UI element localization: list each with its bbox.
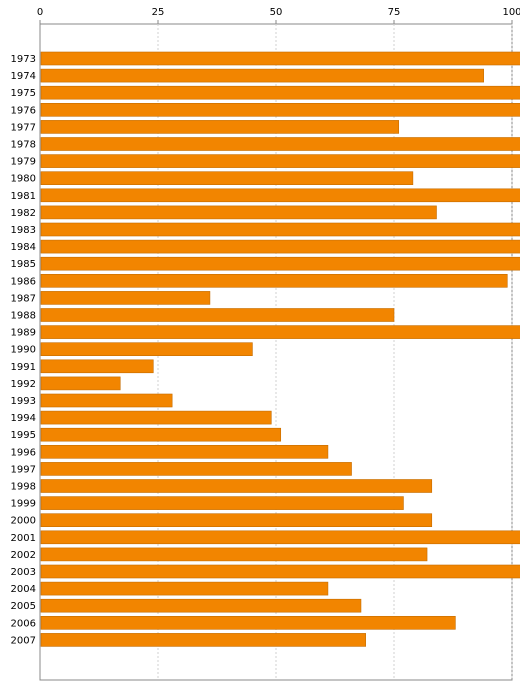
bar-1984 [40, 239, 520, 254]
x-tick-label: 0 [37, 7, 43, 18]
bar-1990 [40, 342, 253, 357]
category-label: 1987 [11, 293, 36, 304]
bar-2005 [40, 598, 362, 613]
category-label: 1988 [11, 311, 36, 322]
category-label: 1982 [11, 208, 36, 219]
category-label: 1994 [11, 413, 36, 424]
bar-1995 [40, 427, 282, 442]
category-label: 1974 [11, 71, 36, 82]
bar-2003 [40, 564, 520, 579]
category-label: 1986 [11, 276, 36, 287]
category-label: 2007 [11, 635, 36, 646]
category-label: 2005 [11, 601, 36, 612]
category-label: 1998 [11, 482, 36, 493]
bar-1983 [40, 222, 520, 237]
category-label: 1991 [11, 362, 36, 373]
category-label: 1976 [11, 105, 36, 116]
category-label: 2004 [11, 584, 36, 595]
category-label: 1984 [11, 242, 36, 253]
bar-1999 [40, 496, 404, 510]
bar-1997 [40, 462, 352, 476]
category-label: 1980 [11, 174, 36, 185]
category-label: 1981 [11, 191, 36, 202]
category-label: 2003 [11, 567, 36, 578]
bar-1985 [40, 256, 520, 271]
bar-2004 [40, 581, 329, 596]
category-label: 2001 [11, 533, 36, 544]
bar-1989 [40, 325, 520, 339]
category-label: 1973 [11, 54, 36, 65]
bar-1992 [40, 376, 121, 391]
category-label: 1977 [11, 122, 36, 133]
bar-1977 [40, 120, 400, 134]
bar-1986 [40, 273, 508, 288]
bar-1980 [40, 171, 414, 185]
category-label: 1978 [11, 140, 36, 151]
bar-1982 [40, 205, 437, 220]
bar-1991 [40, 359, 154, 374]
category-label: 1979 [11, 157, 36, 168]
bar-1988 [40, 308, 395, 322]
x-tick-label: 75 [388, 7, 401, 18]
bar-2007 [40, 633, 366, 647]
bar-1996 [40, 444, 329, 459]
bar-1993 [40, 393, 173, 408]
category-label: 1990 [11, 345, 36, 356]
bar-2001 [40, 530, 520, 545]
bar-1979 [40, 154, 520, 168]
bar-2000 [40, 513, 433, 528]
bar-1976 [40, 103, 520, 117]
category-label: 2000 [11, 516, 36, 527]
bars [40, 51, 520, 647]
bar-1974 [40, 68, 484, 83]
x-tick-label: 50 [270, 7, 283, 18]
category-label: 1985 [11, 259, 36, 270]
category-label: 2006 [11, 618, 36, 629]
bar-1998 [40, 479, 433, 493]
bar-1978 [40, 137, 520, 151]
bar-1987 [40, 291, 211, 305]
category-labels: 1973 1974 1975 1976 1977 1978 1979 1980 1981 1982… [11, 54, 36, 646]
x-axis-ticks: 0255075100125150175 [37, 7, 520, 24]
category-label: 1975 [11, 88, 36, 99]
category-label: 1989 [11, 328, 36, 339]
x-tick-label: 100 [502, 7, 520, 18]
category-label: 1997 [11, 464, 36, 475]
category-label: 1995 [11, 430, 36, 441]
bar-2006 [40, 615, 456, 630]
bar-1975 [40, 85, 520, 100]
category-label: 2002 [11, 550, 36, 561]
category-label: 1992 [11, 379, 36, 390]
bar-1981 [40, 188, 520, 203]
category-label: 1999 [11, 499, 36, 510]
bar-1973 [40, 51, 520, 66]
category-label: 1993 [11, 396, 36, 407]
x-tick-label: 25 [152, 7, 165, 18]
bar-1994 [40, 410, 272, 425]
category-label: 1983 [11, 225, 36, 236]
category-label: 1996 [11, 447, 36, 458]
bar-2002 [40, 547, 428, 562]
